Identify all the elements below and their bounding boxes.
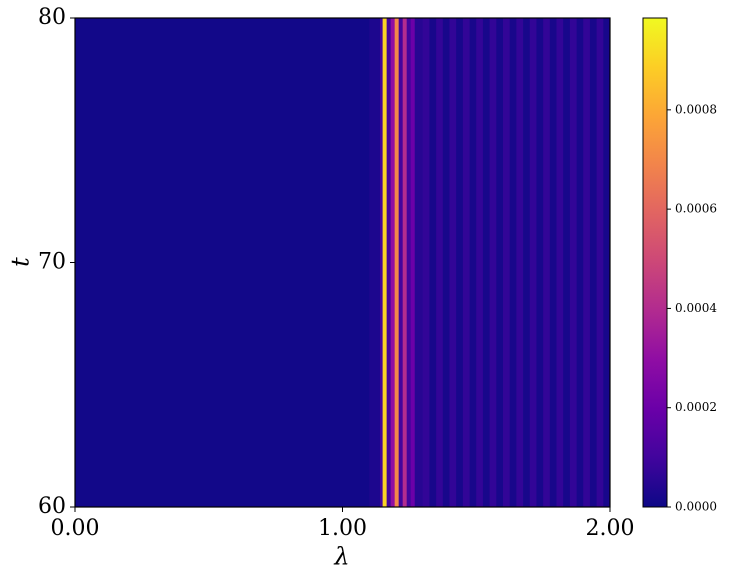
- heatmap-cell: [596, 18, 604, 507]
- heatmap-cell: [449, 18, 457, 507]
- x-tick-label: 2.00: [586, 516, 635, 541]
- heatmap-cell: [523, 18, 531, 507]
- heatmap-cell: [583, 18, 591, 507]
- heatmap-cell: [503, 18, 511, 507]
- colorbar-tick-label: 0.0008: [675, 102, 717, 116]
- heatmap-cell: [382, 18, 388, 507]
- heatmap-cell: [569, 18, 577, 507]
- colorbar: [642, 17, 668, 508]
- heatmap-cell: [436, 18, 444, 507]
- colorbar-tick-label: 0.0002: [675, 400, 717, 414]
- heatmap-cell: [406, 18, 412, 507]
- heatmap-cell: [496, 18, 504, 507]
- heatmap-cell: [410, 18, 416, 507]
- heatmap-cell: [589, 18, 598, 507]
- y-tick-label: 80: [38, 5, 66, 30]
- heatmap-cell: [556, 18, 564, 507]
- y-axis-label: t: [7, 257, 35, 267]
- heatmap-cell: [516, 18, 524, 507]
- heatmap-cell: [482, 18, 491, 507]
- heatmap-cell: [414, 18, 424, 507]
- heatmap-cell: [476, 18, 484, 507]
- x-tick-label: 0.00: [51, 516, 100, 541]
- heatmap-cell: [469, 18, 477, 507]
- heatmap-cell: [576, 18, 584, 507]
- heatmap-cell: [563, 18, 571, 507]
- heatmap-cell: [402, 18, 408, 507]
- y-tick-label: 60: [38, 494, 66, 519]
- heatmap-cell: [529, 18, 537, 507]
- heatmap-cell: [386, 18, 392, 507]
- heatmap-cell: [489, 18, 497, 507]
- heatmap-cell: [442, 18, 450, 507]
- x-tick-label: 1.00: [318, 516, 367, 541]
- heatmap-cell: [390, 18, 396, 507]
- colorbar-tick-label: 0.0000: [675, 500, 717, 514]
- heatmap-cell: [549, 18, 557, 507]
- heatmap-cell: [429, 18, 437, 507]
- x-axis-label: λ: [333, 543, 349, 571]
- heatmap-cell: [603, 18, 611, 507]
- heatmap-cell: [394, 18, 400, 507]
- heatmap-cell: [462, 18, 470, 507]
- colorbar-tick-label: 0.0004: [675, 301, 717, 315]
- heatmap-cell: [422, 18, 430, 507]
- heatmap-cell: [75, 18, 370, 507]
- heatmap-cell: [536, 18, 544, 507]
- heatmap-cell: [456, 18, 464, 507]
- heatmap-cell: [379, 18, 384, 507]
- heatmap-cell: [543, 18, 551, 507]
- colorbar-tick-label: 0.0006: [675, 202, 717, 216]
- y-tick-label: 70: [38, 250, 66, 275]
- heatmap-cell: [509, 18, 517, 507]
- heatmap-cell: [369, 18, 381, 507]
- heatmap-cell: [398, 18, 404, 507]
